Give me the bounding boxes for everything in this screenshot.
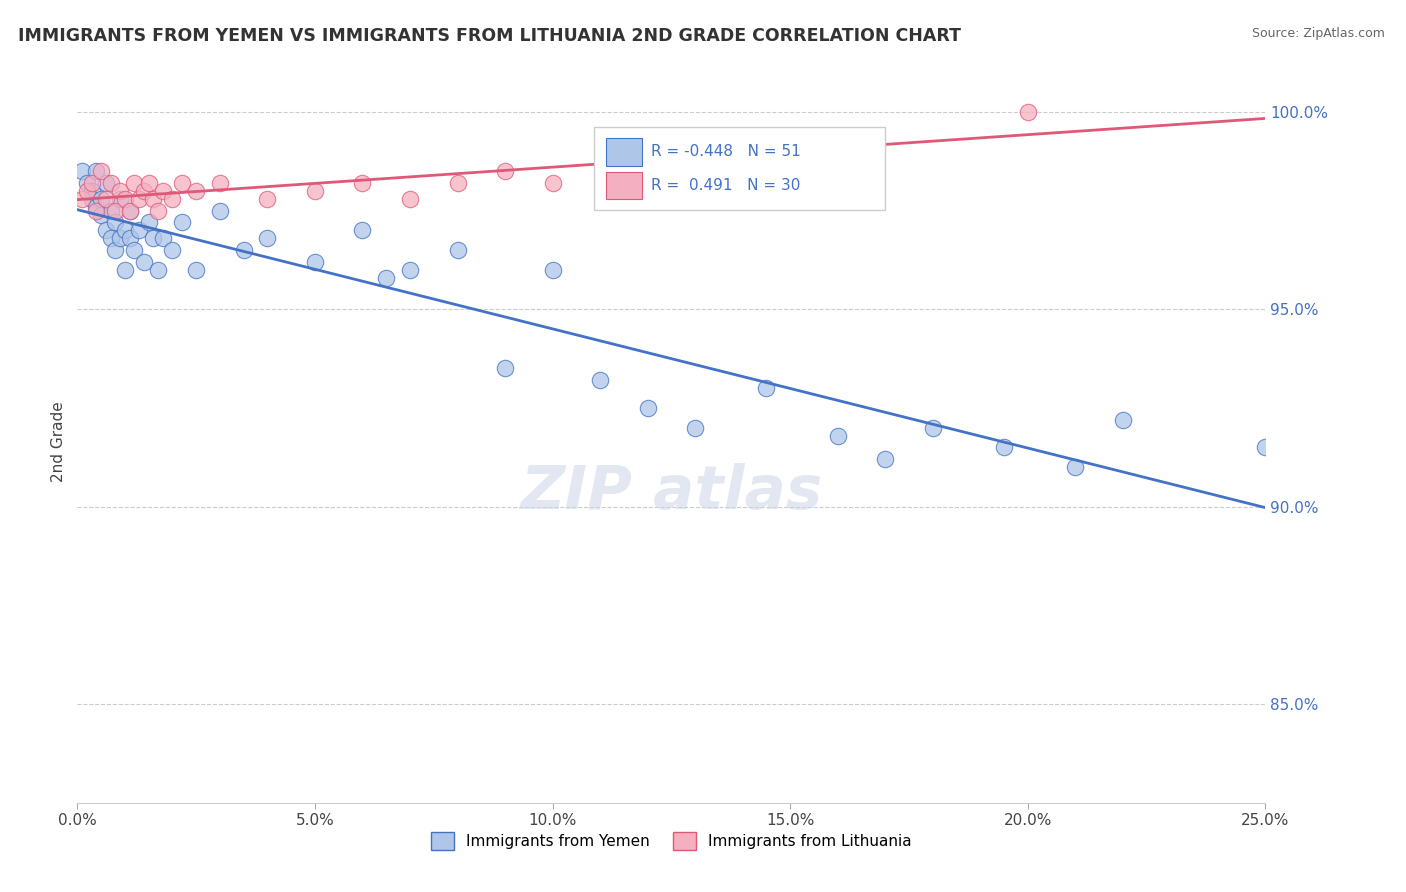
Point bbox=[541, 262, 564, 277]
Point bbox=[124, 176, 146, 190]
Point bbox=[170, 215, 193, 229]
Point bbox=[104, 203, 127, 218]
Point bbox=[114, 192, 136, 206]
Y-axis label: 2nd Grade: 2nd Grade bbox=[51, 401, 66, 482]
Point bbox=[132, 255, 155, 269]
Point bbox=[114, 262, 136, 277]
Point bbox=[128, 223, 150, 237]
Point bbox=[304, 255, 326, 269]
Point bbox=[446, 243, 468, 257]
Point bbox=[162, 243, 184, 257]
Point bbox=[146, 203, 169, 218]
Point bbox=[104, 243, 127, 257]
Point bbox=[94, 223, 117, 237]
Point bbox=[138, 215, 160, 229]
Point bbox=[152, 231, 174, 245]
Point bbox=[921, 421, 943, 435]
Point bbox=[128, 192, 150, 206]
Point bbox=[142, 231, 165, 245]
Point bbox=[589, 373, 612, 387]
Point bbox=[208, 203, 231, 218]
Legend: Immigrants from Yemen, Immigrants from Lithuania: Immigrants from Yemen, Immigrants from L… bbox=[425, 826, 918, 856]
Point bbox=[76, 184, 98, 198]
Point bbox=[1112, 413, 1135, 427]
Point bbox=[86, 164, 108, 178]
Point bbox=[1064, 460, 1087, 475]
Point bbox=[94, 176, 117, 190]
Text: IMMIGRANTS FROM YEMEN VS IMMIGRANTS FROM LITHUANIA 2ND GRADE CORRELATION CHART: IMMIGRANTS FROM YEMEN VS IMMIGRANTS FROM… bbox=[18, 27, 962, 45]
Point bbox=[1017, 104, 1039, 119]
Point bbox=[104, 215, 127, 229]
Point bbox=[232, 243, 254, 257]
Point bbox=[827, 428, 849, 442]
Point bbox=[118, 203, 141, 218]
Point bbox=[90, 192, 112, 206]
Point bbox=[399, 192, 422, 206]
Point bbox=[132, 184, 155, 198]
Point bbox=[352, 223, 374, 237]
Point bbox=[162, 192, 184, 206]
Point bbox=[118, 203, 141, 218]
Point bbox=[108, 231, 131, 245]
Point bbox=[100, 176, 122, 190]
Point bbox=[108, 192, 131, 206]
Point bbox=[875, 452, 897, 467]
Point bbox=[494, 361, 516, 376]
Point bbox=[118, 231, 141, 245]
Point bbox=[256, 192, 278, 206]
Point bbox=[352, 176, 374, 190]
Point bbox=[80, 184, 103, 198]
Point bbox=[446, 176, 468, 190]
Point bbox=[94, 192, 117, 206]
Point bbox=[152, 184, 174, 198]
Text: R = -0.448   N = 51: R = -0.448 N = 51 bbox=[651, 144, 801, 159]
Bar bbox=[606, 172, 641, 200]
Point bbox=[375, 270, 398, 285]
Point bbox=[108, 184, 131, 198]
Point bbox=[755, 381, 778, 395]
Text: R =  0.491   N = 30: R = 0.491 N = 30 bbox=[651, 178, 800, 193]
Text: Source: ZipAtlas.com: Source: ZipAtlas.com bbox=[1251, 27, 1385, 40]
Point bbox=[683, 421, 706, 435]
Point bbox=[1254, 441, 1277, 455]
FancyBboxPatch shape bbox=[595, 128, 886, 211]
Point bbox=[494, 164, 516, 178]
Point bbox=[90, 207, 112, 221]
Point bbox=[256, 231, 278, 245]
Point bbox=[76, 176, 98, 190]
Point bbox=[70, 192, 93, 206]
Point bbox=[124, 243, 146, 257]
Point bbox=[304, 184, 326, 198]
Point bbox=[100, 203, 122, 218]
Point bbox=[80, 192, 103, 206]
Point bbox=[170, 176, 193, 190]
Point bbox=[637, 401, 659, 415]
Point bbox=[138, 176, 160, 190]
Point bbox=[208, 176, 231, 190]
Point bbox=[541, 176, 564, 190]
Point bbox=[90, 164, 112, 178]
Point bbox=[100, 231, 122, 245]
Point bbox=[114, 223, 136, 237]
Point bbox=[146, 262, 169, 277]
Point bbox=[86, 200, 108, 214]
Bar bbox=[606, 138, 641, 166]
Point bbox=[993, 441, 1015, 455]
Text: ZIP atlas: ZIP atlas bbox=[520, 463, 823, 522]
Point bbox=[80, 176, 103, 190]
Point bbox=[186, 184, 208, 198]
Point bbox=[399, 262, 422, 277]
Point bbox=[86, 203, 108, 218]
Point bbox=[142, 192, 165, 206]
Point bbox=[186, 262, 208, 277]
Point bbox=[70, 164, 93, 178]
